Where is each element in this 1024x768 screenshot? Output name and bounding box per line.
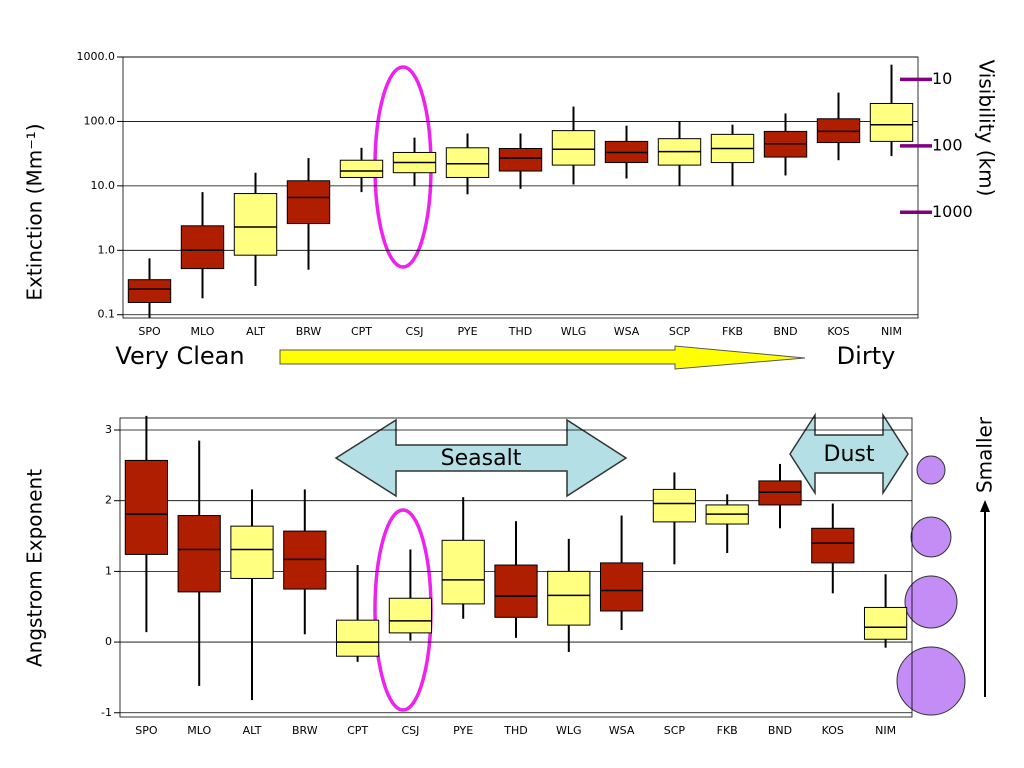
box [335, 619, 380, 657]
box [811, 527, 855, 564]
seasalt-arrow [334, 418, 628, 498]
x-tick-label: CPT [347, 724, 368, 737]
x-tick-label: WLG [556, 724, 582, 737]
box [177, 515, 221, 593]
x-tick-label: SCP [669, 325, 691, 338]
x-tick-label: BND [768, 724, 792, 737]
smaller-arrowhead [980, 500, 990, 512]
x-tick-label: WLG [561, 325, 587, 338]
y2-tick-label: 10 [932, 69, 952, 88]
x-tick-label: BRW [296, 325, 322, 338]
y2-axis-label: Visibility (km) [975, 60, 999, 197]
y-tick-label: 3 [105, 423, 112, 436]
y-tick-label: 0 [105, 635, 112, 648]
x-tick-label: CPT [351, 325, 372, 338]
size-circle [910, 516, 952, 558]
x-tick-label: CSJ [406, 325, 424, 338]
box [816, 118, 861, 144]
x-tick-label: PYE [457, 325, 477, 338]
annotation: Dirty [837, 342, 896, 370]
box [124, 459, 169, 555]
box [551, 130, 596, 166]
annotation: Seasalt [441, 446, 522, 471]
x-tick-label: ALT [243, 724, 262, 737]
box [286, 180, 331, 225]
x-tick-label: WSA [609, 724, 635, 737]
box [180, 225, 225, 270]
box [652, 488, 697, 523]
x-tick-label: FKB [717, 724, 738, 737]
y-tick-label: 10.0 [91, 179, 116, 192]
y-tick-label: 0.1 [98, 308, 116, 321]
box [127, 279, 172, 303]
x-tick-label: MLO [191, 325, 215, 338]
y-tick-label: 100.0 [84, 114, 116, 127]
box [498, 148, 543, 172]
plot-frame [119, 417, 913, 718]
x-tick-label: THD [503, 724, 527, 737]
x-tick-label: THD [508, 325, 532, 338]
y-axis-label: Extinction (Mm⁻¹) [23, 123, 47, 300]
x-tick-label: KOS [827, 325, 849, 338]
y2-tick-label: 1000 [932, 202, 973, 221]
dust-arrow [789, 412, 909, 496]
box [388, 597, 433, 634]
plot-frame [122, 56, 919, 319]
x-tick-label: WSA [614, 325, 640, 338]
x-tick-label: NIM [881, 325, 902, 338]
x-tick-label: PYE [453, 724, 473, 737]
size-circle [896, 646, 966, 716]
size-circle [904, 575, 958, 629]
annotation: Dust [824, 442, 875, 467]
box [339, 159, 384, 178]
x-tick-label: SPO [138, 325, 161, 338]
y-tick-label: 1.0 [98, 243, 116, 256]
box [233, 193, 278, 256]
x-tick-label: ALT [246, 325, 265, 338]
x-tick-label: SPO [135, 724, 158, 737]
box [599, 562, 644, 612]
x-tick-label: BND [773, 325, 797, 338]
x-tick-label: FKB [722, 325, 743, 338]
x-tick-label: SCP [664, 724, 686, 737]
x-tick-label: NIM [875, 724, 896, 737]
y-tick-label: 1 [105, 564, 112, 577]
box [547, 570, 591, 626]
clean-dirty-arrow [279, 345, 806, 370]
box [445, 147, 490, 178]
box [869, 102, 914, 142]
y-tick-label: -1 [101, 706, 112, 719]
y2-tick-label: 100 [932, 135, 963, 154]
box [494, 564, 538, 618]
x-tick-label: KOS [822, 724, 844, 737]
x-tick-label: MLO [187, 724, 211, 737]
box [441, 539, 485, 605]
x-tick-label: CSJ [401, 724, 419, 737]
box [230, 525, 274, 579]
box [863, 606, 908, 640]
y-tick-label: 1000.0 [77, 50, 116, 63]
y-tick-label: 2 [105, 494, 112, 507]
annotation: Very Clean [115, 342, 244, 370]
y-axis-label: Angstrom Exponent [23, 469, 47, 667]
x-tick-label: BRW [292, 724, 318, 737]
annotation: Smaller [973, 416, 997, 493]
size-circle [916, 455, 946, 485]
